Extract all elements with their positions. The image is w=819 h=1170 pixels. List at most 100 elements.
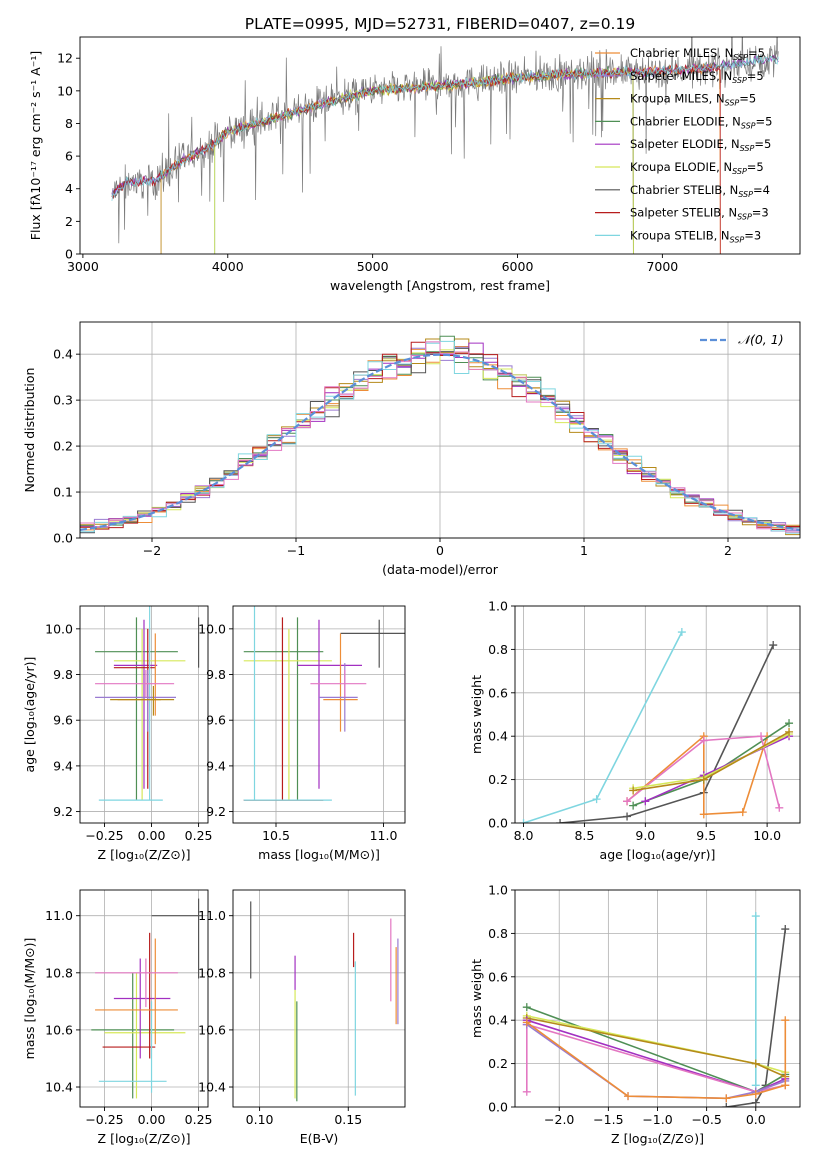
y-tick-label: 9.6 <box>53 713 73 728</box>
y-tick-label: 0.0 <box>53 531 73 546</box>
x-tick-label: 7000 <box>646 259 678 274</box>
plot-area <box>522 912 790 1107</box>
axes-frame <box>79 889 209 1108</box>
legend-text: Salpeter STELIB, N <box>630 206 737 220</box>
axes-frame <box>232 605 406 824</box>
panel-weight-vs-Z: −2.0 −1.5 −1.0 −0.5 0.0 0.0 0.2 0.4 0.6 0.8 1.0 Z [… <box>469 883 801 1146</box>
y-tick-label: 2 <box>65 214 73 229</box>
y-tick-label: 9.4 <box>206 758 226 773</box>
legend-sub: SSP <box>730 235 745 244</box>
axes-frame <box>514 605 801 824</box>
legend-entry: Chabrier ELODIE, NSSP=5 <box>630 114 772 130</box>
axes-frame <box>79 36 801 255</box>
y-tick-label: 0.2 <box>53 439 73 454</box>
y-tick-label: 9.8 <box>206 667 226 682</box>
x-axis-label: age [log₁₀(age/yr)] <box>600 847 716 862</box>
y-tick-label: 9.2 <box>206 804 226 819</box>
x-axis-label: wavelength [Angstrom, rest frame] <box>330 278 550 293</box>
weight-line <box>526 1020 787 1100</box>
x-tick-label: 8.5 <box>574 828 594 843</box>
x-tick-label: 2 <box>724 543 732 558</box>
weight-marker <box>781 925 790 934</box>
legend-text: Chabrier MILES, N <box>630 46 733 60</box>
x-tick-label: 0.10 <box>246 1112 274 1127</box>
weight-marker <box>629 786 638 795</box>
weight-marker <box>751 912 760 921</box>
legend: 𝒩(0, 1) <box>700 332 784 347</box>
x-tick-label: 0.00 <box>138 828 166 843</box>
x-tick-label: −0.5 <box>691 1112 721 1127</box>
y-tick-label: 9.6 <box>206 713 226 728</box>
legend-sub: SSP <box>741 121 756 130</box>
x-tick-label: 5000 <box>357 259 389 274</box>
y-tick-label: 0.6 <box>488 969 508 984</box>
legend-text: Kroupa STELIB, N <box>630 228 730 242</box>
weight-marker <box>722 1094 731 1103</box>
weight-marker <box>556 819 565 823</box>
x-tick-label: 0.0 <box>746 1112 766 1127</box>
y-tick-label: 0.8 <box>488 926 508 941</box>
x-tick-label: 10.0 <box>753 828 781 843</box>
y-axis-label: Normed distribution <box>22 368 37 493</box>
x-tick-label: 8.0 <box>514 828 534 843</box>
y-tick-label: 0 <box>65 247 73 262</box>
legend-text: Chabrier ELODIE, N <box>630 114 741 128</box>
plot-area <box>95 606 200 801</box>
x-axis-label: Z [log₁₀(Z/Z⊙)] <box>611 1131 704 1146</box>
weight-marker <box>677 628 686 637</box>
legend-entry: Chabrier STELIB, NSSP=4 <box>630 183 770 199</box>
weight-line <box>526 1017 786 1078</box>
model-spectrum-line <box>111 62 721 254</box>
axes: 3000 4000 5000 6000 7000 0 2 4 6 8 10 12 wavelength … <box>28 36 801 293</box>
y-tick-label: 10.4 <box>198 1080 226 1095</box>
gridlines <box>515 889 800 1108</box>
legend-suffix: =4 <box>753 183 770 197</box>
weight-marker <box>775 803 784 812</box>
weight-marker <box>522 1087 531 1096</box>
y-tick-label: 0.2 <box>488 1056 508 1071</box>
gaussian-curve <box>80 353 800 531</box>
y-tick-label: 1.0 <box>488 883 508 898</box>
x-tick-label: 11.0 <box>370 828 398 843</box>
y-tick-label: 10.8 <box>45 965 73 980</box>
weight-line <box>726 928 787 1107</box>
weight-marker <box>738 808 747 817</box>
panel-mass-vs-Z: −0.25 0.00 0.25 10.4 10.6 10.8 11.0 Z [log₁₀(Z/… <box>22 889 213 1146</box>
panel-mass-vs-EBV: 0.10 0.15 10.4 10.6 10.8 11.0 E(B-V) <box>198 889 406 1146</box>
x-axis-label: E(B-V) <box>300 1131 339 1146</box>
x-tick-label: −1.5 <box>593 1112 623 1127</box>
weight-marker <box>629 801 638 810</box>
legend-sub: SSP <box>732 76 747 85</box>
legend-suffix: =5 <box>739 92 756 106</box>
weight-marker <box>522 1018 531 1027</box>
y-tick-label: 0.0 <box>488 1100 508 1115</box>
legend-suffix: =3 <box>752 206 769 220</box>
x-tick-label: −2 <box>143 543 161 558</box>
weight-marker <box>699 775 708 784</box>
y-tick-label: 9.8 <box>53 667 73 682</box>
legend-entry: Kroupa ELODIE, NSSP=5 <box>630 160 764 176</box>
plot-area <box>250 901 399 1102</box>
x-tick-label: 3000 <box>67 259 99 274</box>
legend-suffix: =3 <box>744 228 761 242</box>
weight-marker <box>751 1098 760 1107</box>
y-tick-label: 6 <box>65 149 73 164</box>
y-tick-label: 0.4 <box>53 347 73 362</box>
legend-entry: Salpeter STELIB, NSSP=3 <box>630 206 769 222</box>
weight-marker <box>623 812 632 821</box>
y-tick-label: 4 <box>65 181 73 196</box>
y-axis-label: Flux [fλ10⁻¹⁷ erg cm⁻² s⁻¹ A⁻¹] <box>28 51 43 240</box>
x-tick-label: −1 <box>287 543 305 558</box>
y-tick-label: 0.0 <box>488 816 508 831</box>
axes: 8.0 8.5 9.0 9.5 10.0 0.0 0.2 0.4 0.6 0.8 1.0 age [l… <box>469 599 801 862</box>
weight-marker <box>624 1092 633 1101</box>
x-axis-label: mass [log₁₀(M/M⊙)] <box>258 847 380 862</box>
weight-marker <box>519 819 528 823</box>
x-tick-label: −0.25 <box>85 1112 123 1127</box>
y-tick-label: 10.0 <box>45 621 73 636</box>
axes-frame <box>79 321 801 539</box>
weight-marker <box>592 795 601 804</box>
weight-marker <box>623 797 632 806</box>
plot-area <box>519 628 794 823</box>
